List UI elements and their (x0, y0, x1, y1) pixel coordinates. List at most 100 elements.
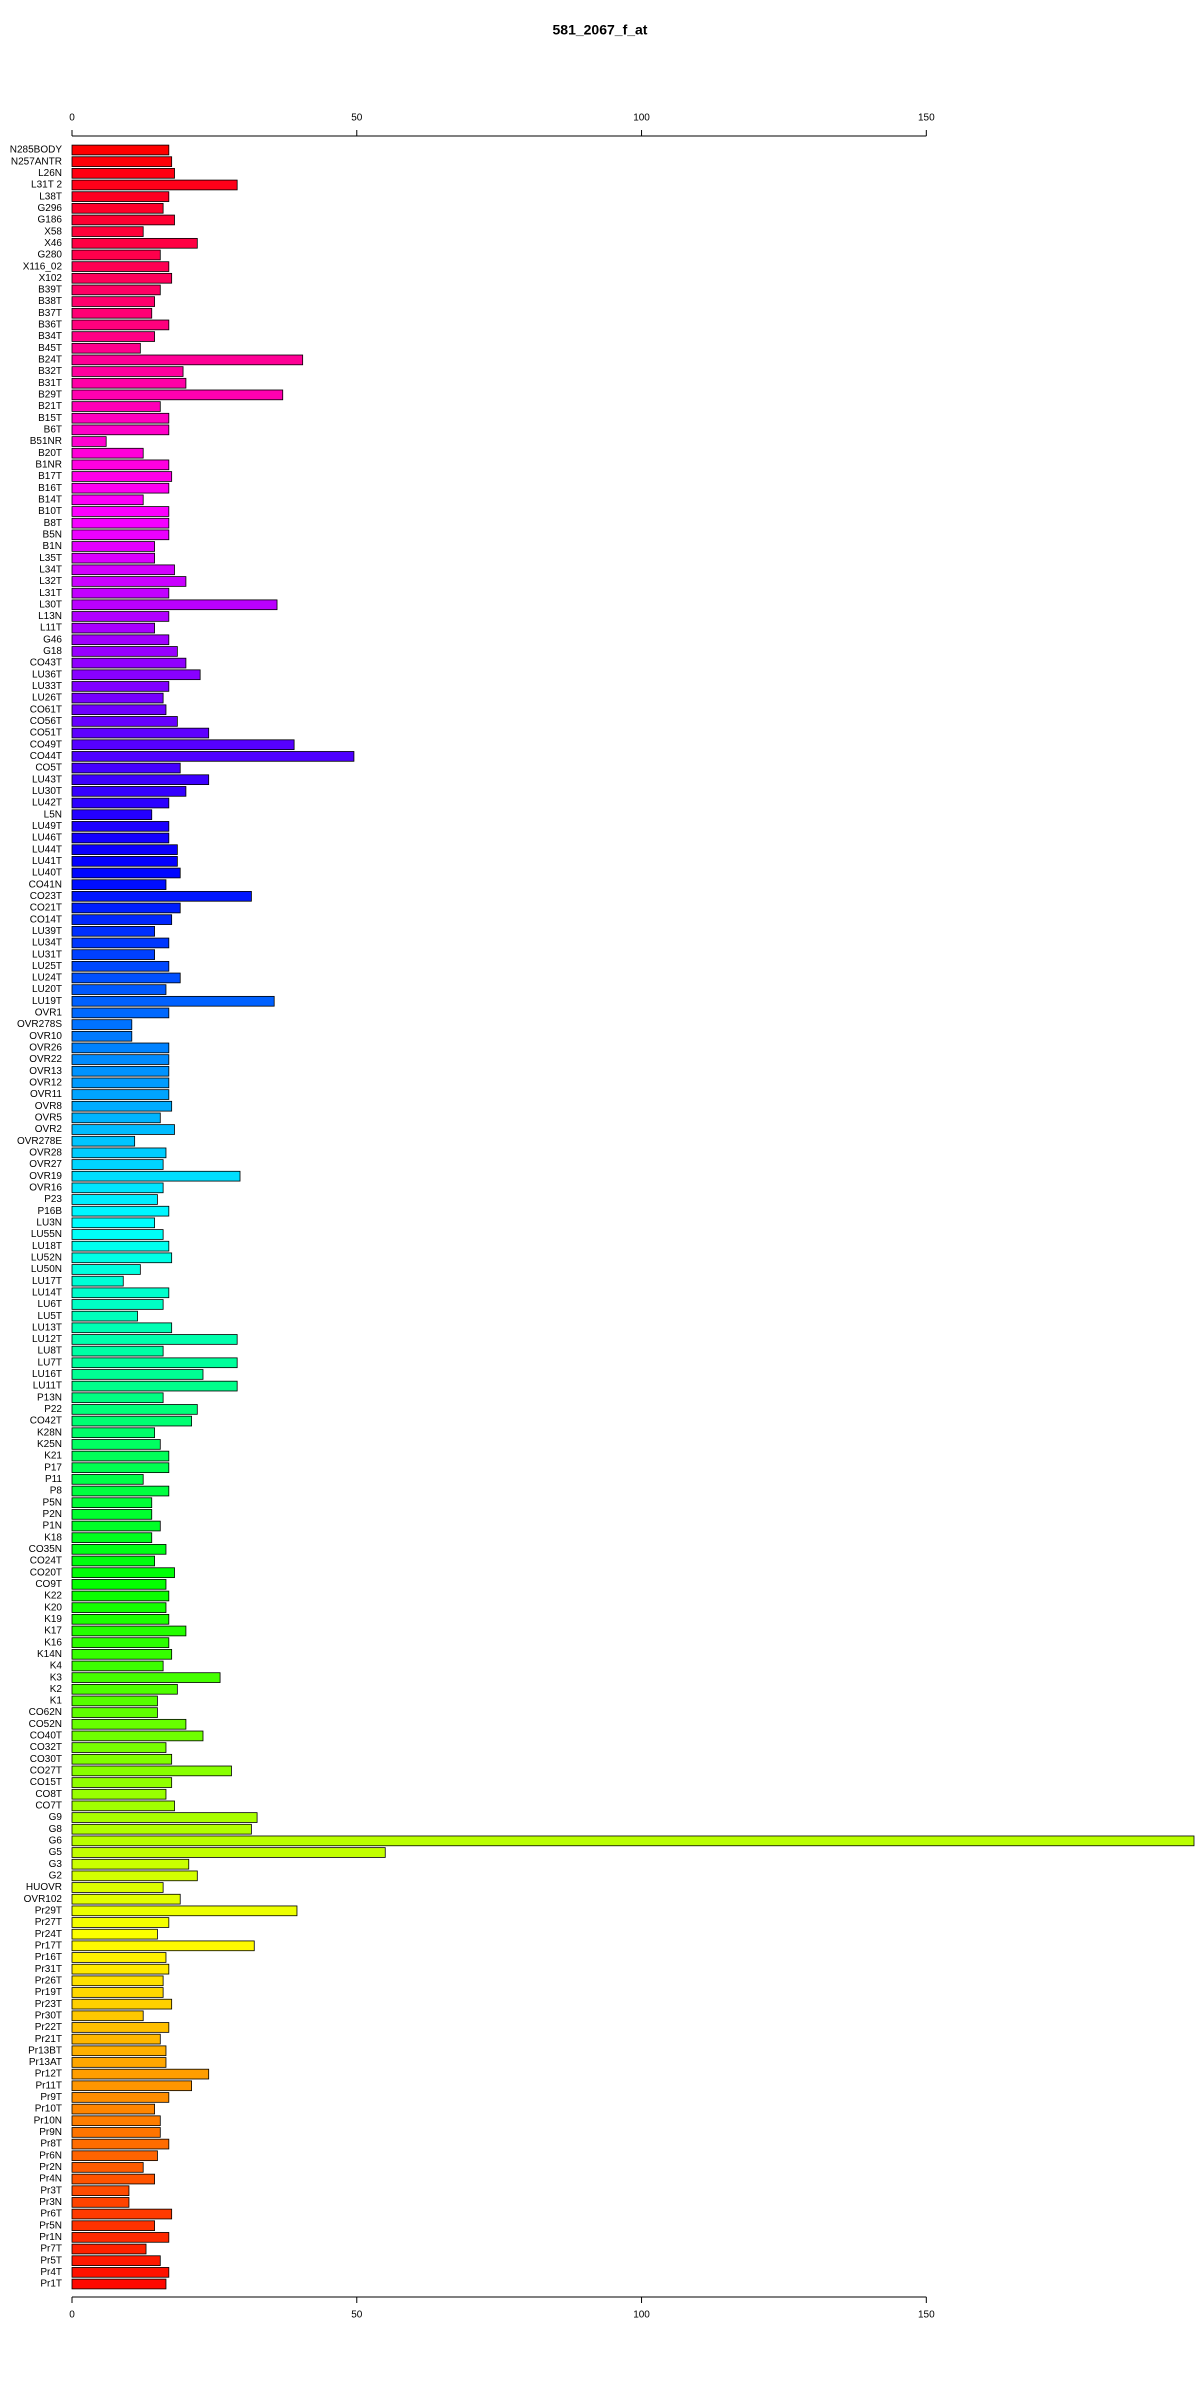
y-tick-label: B51NR (30, 436, 62, 447)
bar (71, 1812, 258, 1823)
y-tick-label: Pr9N (39, 2127, 62, 2138)
bar (71, 1182, 164, 1194)
y-tick-label: CO27T (30, 1766, 62, 1777)
y-tick-label: B24T (38, 355, 62, 366)
bar (71, 459, 170, 471)
y-tick-label: Pr1T (40, 2279, 62, 2290)
bar (71, 1555, 155, 1567)
bar (71, 669, 201, 681)
y-tick-label: CO21T (30, 903, 62, 914)
bar (71, 1112, 161, 1124)
y-tick-label: Pr10T (35, 2104, 62, 2115)
y-tick-label: X116_02 (23, 261, 63, 272)
y-tick-label: K28N (37, 1427, 62, 1438)
y-tick-label: Pr10N (34, 2115, 62, 2126)
y-tick-label: K2 (50, 1684, 63, 1695)
bar (71, 622, 155, 634)
y-tick-label: L38T (39, 191, 62, 202)
y-tick-label: B32T (38, 366, 62, 377)
y-tick-label: LU46T (32, 833, 62, 844)
y-tick-label: LU19T (32, 996, 62, 1007)
bar (71, 1205, 170, 1217)
y-tick-label: X102 (39, 273, 63, 284)
y-tick-label: Pr29T (35, 1905, 62, 1916)
bar (71, 366, 184, 377)
bar (71, 704, 167, 716)
bar (71, 1695, 158, 1707)
bar (71, 1124, 175, 1135)
y-tick-label: LU42T (32, 798, 62, 809)
y-tick-label: P23 (44, 1194, 62, 1205)
y-tick-label: CO42T (30, 1416, 62, 1427)
bar (71, 1147, 167, 1159)
bar (71, 657, 187, 669)
bar (71, 1544, 167, 1555)
y-tick-label: HUOVR (26, 1882, 62, 1893)
y-tick-label: LU26T (32, 693, 62, 704)
y-tick-label: LU18T (32, 1241, 62, 1252)
bar (71, 1987, 164, 1998)
bar (71, 2232, 170, 2243)
bar (71, 762, 181, 774)
bar (71, 2127, 161, 2138)
bar (71, 1917, 170, 1928)
y-tick-label: Pr8T (40, 2139, 62, 2150)
y-tick-label: LU50N (31, 1264, 62, 1275)
y-tick-label: Pr30T (35, 2010, 62, 2021)
y-tick-label: LU24T (32, 973, 62, 984)
bar (71, 424, 170, 436)
bar (71, 926, 155, 937)
y-tick-label: K19 (44, 1614, 62, 1625)
y-tick-label: K14N (37, 1649, 62, 1660)
bar (71, 1042, 170, 1054)
y-tick-label: Pr6N (39, 2150, 62, 2161)
x-tick-label: 100 (633, 2310, 650, 2321)
x-tick-label: 0 (69, 2310, 75, 2321)
y-tick-label: CO9T (35, 1579, 62, 1590)
y-tick-label: OVR27 (29, 1159, 62, 1170)
y-tick-label: OVR278E (17, 1136, 62, 1147)
bar (71, 1753, 173, 1765)
y-tick-label: LU30T (32, 786, 62, 797)
y-tick-label: OVR22 (29, 1054, 62, 1065)
bar (71, 692, 164, 704)
bar (71, 1065, 170, 1077)
bar (71, 587, 170, 599)
bar (71, 1532, 153, 1543)
y-tick-label: P13N (37, 1392, 62, 1403)
bar (71, 972, 181, 984)
y-tick-label: P2N (43, 1509, 62, 1520)
bar (71, 2185, 130, 2197)
y-tick-label: P1N (43, 1521, 62, 1532)
bar (71, 1275, 124, 1287)
y-tick-label: L34T (39, 564, 62, 575)
y-tick-label: CO61T (30, 704, 62, 715)
bar (71, 1835, 1195, 1847)
y-tick-label: CO43T (30, 658, 62, 669)
y-tick-label: L26N (38, 168, 62, 179)
y-tick-label: Pr21T (35, 2034, 62, 2045)
bar (71, 564, 175, 576)
y-tick-label: B39T (38, 285, 62, 296)
bar (71, 377, 187, 389)
y-tick-label: OVR102 (24, 1894, 63, 1905)
x-tick-label: 50 (351, 2310, 363, 2321)
y-tick-label: Pr7T (40, 2244, 62, 2255)
y-tick-label: N257ANTR (11, 156, 62, 167)
y-tick-label: P5N (43, 1497, 62, 1508)
bar (71, 2197, 130, 2208)
bar (71, 995, 275, 1007)
bar (71, 1602, 167, 1613)
y-tick-label: LU40T (32, 868, 62, 879)
bar (71, 1474, 144, 1485)
y-tick-label: CO8T (35, 1789, 62, 1800)
y-tick-label: OVR12 (29, 1078, 62, 1089)
bar (71, 937, 170, 949)
y-tick-label: B17T (38, 471, 62, 482)
bar (71, 599, 278, 611)
bar (71, 2092, 170, 2103)
y-tick-label: LU25T (32, 961, 62, 972)
bar (71, 914, 173, 925)
y-tick-label: P17 (44, 1462, 62, 1473)
y-tick-label: OVR26 (29, 1043, 62, 1054)
